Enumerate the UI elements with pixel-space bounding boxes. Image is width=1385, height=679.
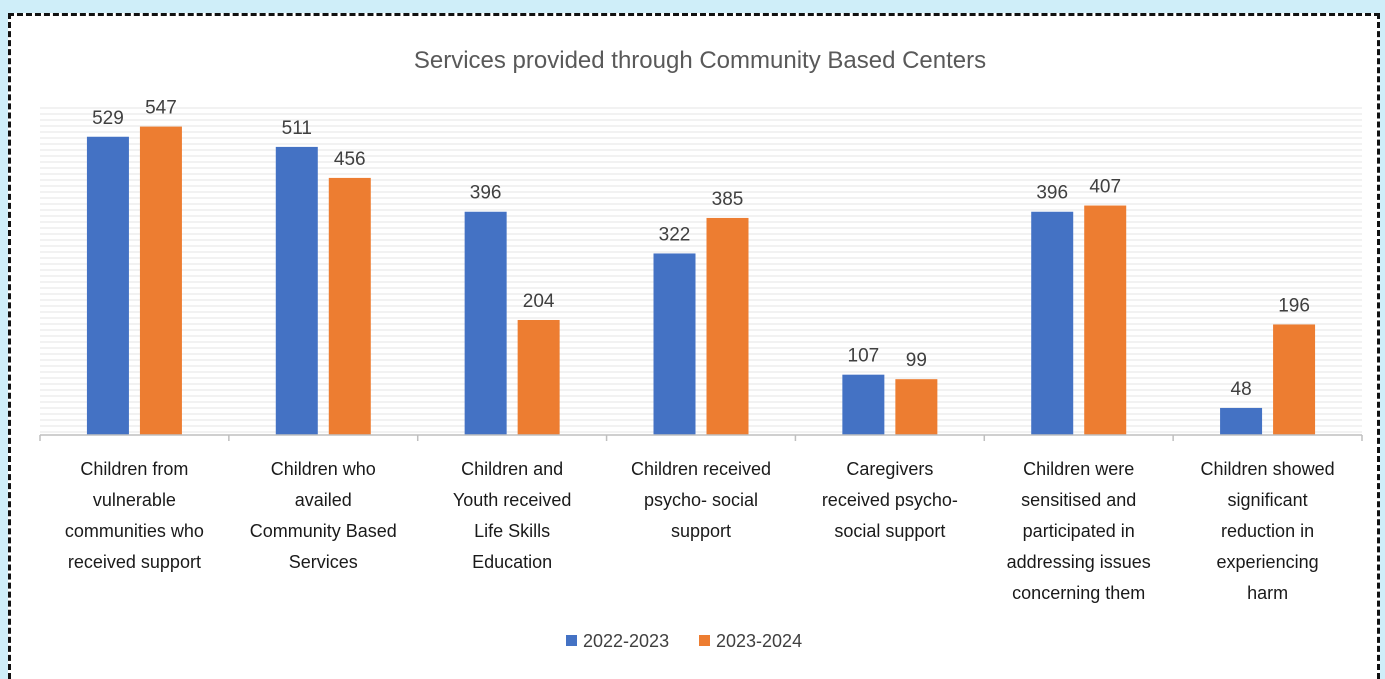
category-label: Children were sensitised and participated … [1007, 459, 1151, 603]
data-label: 407 [1089, 177, 1121, 198]
chart-panel: Services provided through Community Base… [8, 13, 1380, 679]
bar-series-1 [275, 146, 318, 435]
bar-series-1 [86, 136, 129, 435]
chart-title: Services provided through Community Base… [414, 47, 986, 74]
data-label: 204 [523, 291, 555, 312]
bar-series-1 [653, 253, 696, 435]
data-label: 511 [282, 118, 312, 139]
data-label: 396 [1036, 183, 1068, 204]
bar-series-1 [464, 211, 507, 435]
legend-swatch [699, 635, 710, 646]
category-label: Caregivers received psycho-social support [822, 459, 958, 541]
data-label: 385 [712, 189, 744, 210]
data-label: 456 [334, 149, 366, 170]
data-label: 107 [848, 346, 880, 367]
legend: 2022-2023 2023-2024 [566, 631, 802, 651]
bar-series-1 [842, 374, 885, 435]
data-labels: 529 547 511 456 396 204 322 385 107 99 396 407 48 196 [92, 98, 1310, 400]
bar-series-2 [139, 126, 182, 436]
data-label: 48 [1231, 379, 1252, 400]
bar-series-1 [1031, 211, 1074, 435]
category-label: Children showed significant reduction in ex… [1201, 459, 1335, 603]
category-label: Children who availed Community Based Servic… [250, 459, 397, 572]
bars [86, 126, 1316, 436]
data-label: 547 [145, 98, 177, 119]
gridlines [40, 107, 1362, 433]
data-label: 196 [1278, 295, 1310, 316]
x-axis [39, 434, 1363, 441]
legend-label: 2023-2024 [716, 631, 802, 651]
category-label: Children received psycho- social support [631, 459, 771, 541]
data-label: 396 [470, 183, 502, 204]
category-labels: Children from vulnerable communities who re… [65, 459, 1335, 603]
bar-series-1 [1220, 407, 1263, 435]
bar-series-2 [895, 379, 938, 435]
data-label: 529 [92, 108, 124, 129]
data-label: 99 [906, 350, 927, 371]
bar-series-2 [1084, 205, 1127, 435]
bar-series-2 [517, 319, 560, 435]
category-label: Children from vulnerable communities who re… [65, 459, 204, 572]
data-label: 322 [659, 224, 691, 245]
bar-series-2 [328, 177, 371, 435]
legend-swatch [566, 635, 577, 646]
bar-series-2 [1273, 324, 1316, 435]
category-label: Children and Youth received Life Skills Edu… [453, 459, 571, 572]
legend-label: 2022-2023 [583, 631, 669, 651]
bar-chart: Services provided through Community Base… [39, 47, 1363, 651]
bar-series-2 [706, 217, 749, 435]
